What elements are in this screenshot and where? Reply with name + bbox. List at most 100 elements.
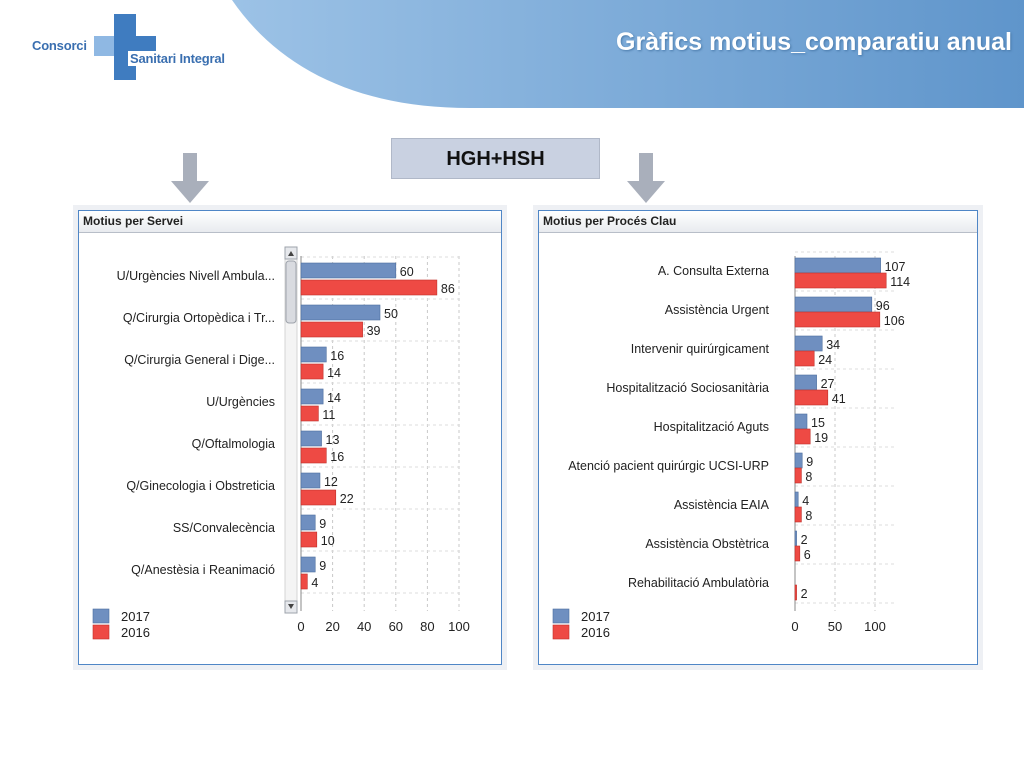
- subtitle-box: HGH+HSH: [391, 138, 600, 179]
- category-label: Intervenir quirúrgicament: [631, 342, 770, 356]
- tick-label: 40: [357, 619, 371, 634]
- data-label: 114: [890, 275, 910, 289]
- header-banner: [232, 0, 1024, 108]
- data-label: 22: [340, 492, 354, 506]
- data-label: 34: [826, 338, 840, 352]
- data-label: 2: [801, 587, 808, 601]
- data-label: 41: [832, 392, 846, 406]
- data-label: 14: [327, 391, 341, 405]
- data-label: 39: [367, 324, 381, 338]
- bar-2017: [300, 262, 397, 279]
- data-label: 13: [326, 433, 340, 447]
- tick-label: 20: [325, 619, 339, 634]
- category-label: Rehabilitació Ambulatòria: [628, 576, 769, 590]
- legend-label: 2017: [581, 609, 610, 624]
- bar-2016: [794, 584, 797, 601]
- data-label: 4: [311, 576, 318, 590]
- logo-word-sanitari: Sanitari Integral: [128, 51, 227, 66]
- tick-label: 100: [448, 619, 470, 634]
- chart-servei: 0 20 40 60 80 100 U/Urgències Nivell Ambula...…: [92, 246, 470, 640]
- bar-2017: [794, 296, 873, 313]
- data-label: 2: [801, 533, 808, 547]
- legend-label: 2016: [581, 625, 610, 640]
- data-label: 107: [885, 260, 906, 274]
- data-label: 16: [330, 349, 344, 363]
- category-label: Atenció pacient quirúrgic UCSI-URP: [568, 459, 769, 473]
- logo: Consorci Sanitari Integral: [30, 14, 240, 84]
- category-label: Hospitalització Aguts: [654, 420, 769, 434]
- page-title: Gràfics motius_comparatiu anual: [616, 28, 1012, 56]
- data-label: 6: [804, 548, 811, 562]
- bar-2016: [794, 350, 815, 367]
- category-label: A. Consulta Externa: [658, 264, 769, 278]
- category-label: Assistència Obstètrica: [645, 537, 769, 551]
- scrollbar-thumb[interactable]: [285, 260, 297, 324]
- scroll-down-arrow: [288, 604, 294, 609]
- bar-2017: [794, 530, 797, 547]
- data-label: 96: [876, 299, 890, 313]
- bar-2016: [794, 545, 801, 562]
- bar-2016: [300, 573, 308, 590]
- data-label: 60: [400, 265, 414, 279]
- bar-2016: [794, 311, 881, 328]
- legend-swatch-2016: [552, 624, 570, 640]
- bar-2016: [300, 405, 319, 422]
- bar-2016: [300, 447, 327, 464]
- category-label: SS/Convalecència: [173, 521, 275, 535]
- category-label: Assistència EAIA: [674, 498, 770, 512]
- bar-2017: [794, 452, 803, 469]
- legend-swatch-2017: [552, 608, 570, 624]
- bar-2017: [794, 257, 881, 274]
- bar-2016: [794, 506, 802, 523]
- bar-2017: [300, 304, 381, 321]
- data-label: 86: [441, 282, 455, 296]
- tick-label: 100: [864, 619, 886, 634]
- data-label: 16: [330, 450, 344, 464]
- category-label: U/Urgències Nivell Ambula...: [117, 269, 275, 283]
- bar-2017: [794, 374, 817, 391]
- bar-2017: [300, 472, 321, 489]
- bar-2017: [794, 413, 808, 430]
- chart-panel-servei: Motius per Servei 0 20 40 60 80 100 U/Urgèncie…: [78, 210, 502, 665]
- logo-cross-accent: [94, 36, 114, 56]
- data-label: 4: [802, 494, 809, 508]
- chart-title: Motius per Servei: [79, 211, 501, 233]
- category-label: Q/Anestèsia i Reanimació: [131, 563, 275, 577]
- arrow-down-icon: [627, 153, 665, 203]
- bar-2016: [794, 428, 811, 445]
- data-label: 15: [811, 416, 825, 430]
- category-label: Hospitalització Sociosanitària: [606, 381, 769, 395]
- bar-2016: [794, 272, 887, 289]
- logo-word-consorci: Consorci: [32, 38, 87, 53]
- legend-swatch-2016: [92, 624, 110, 640]
- bar-2016: [300, 363, 324, 380]
- tick-label: 80: [420, 619, 434, 634]
- data-label: 9: [319, 517, 326, 531]
- scroll-up-arrow: [288, 251, 294, 256]
- bar-2016: [300, 321, 363, 338]
- legend-label: 2016: [121, 625, 150, 640]
- data-label: 50: [384, 307, 398, 321]
- bar-2017: [300, 388, 324, 405]
- bar-2016: [794, 389, 829, 406]
- chart-panel-proces: Motius per Procés Clau 0 50 100 A. Consulta…: [538, 210, 978, 665]
- category-label: Q/Cirurgia Ortopèdica i Tr...: [123, 311, 275, 325]
- data-label: 14: [327, 366, 341, 380]
- data-label: 11: [322, 408, 335, 422]
- category-label: Assistència Urgent: [665, 303, 770, 317]
- tick-label: 60: [389, 619, 403, 634]
- tick-label: 0: [791, 619, 798, 634]
- legend-label: 2017: [121, 609, 150, 624]
- data-label: 8: [805, 470, 812, 484]
- bar-2017: [300, 430, 322, 447]
- data-label: 19: [814, 431, 828, 445]
- bar-2016: [300, 279, 438, 296]
- data-label: 9: [806, 455, 813, 469]
- data-label: 27: [821, 377, 835, 391]
- data-label: 8: [805, 509, 812, 523]
- bar-2017: [794, 491, 799, 508]
- tick-label: 50: [828, 619, 842, 634]
- chart-title: Motius per Procés Clau: [539, 211, 977, 233]
- data-label: 9: [319, 559, 326, 573]
